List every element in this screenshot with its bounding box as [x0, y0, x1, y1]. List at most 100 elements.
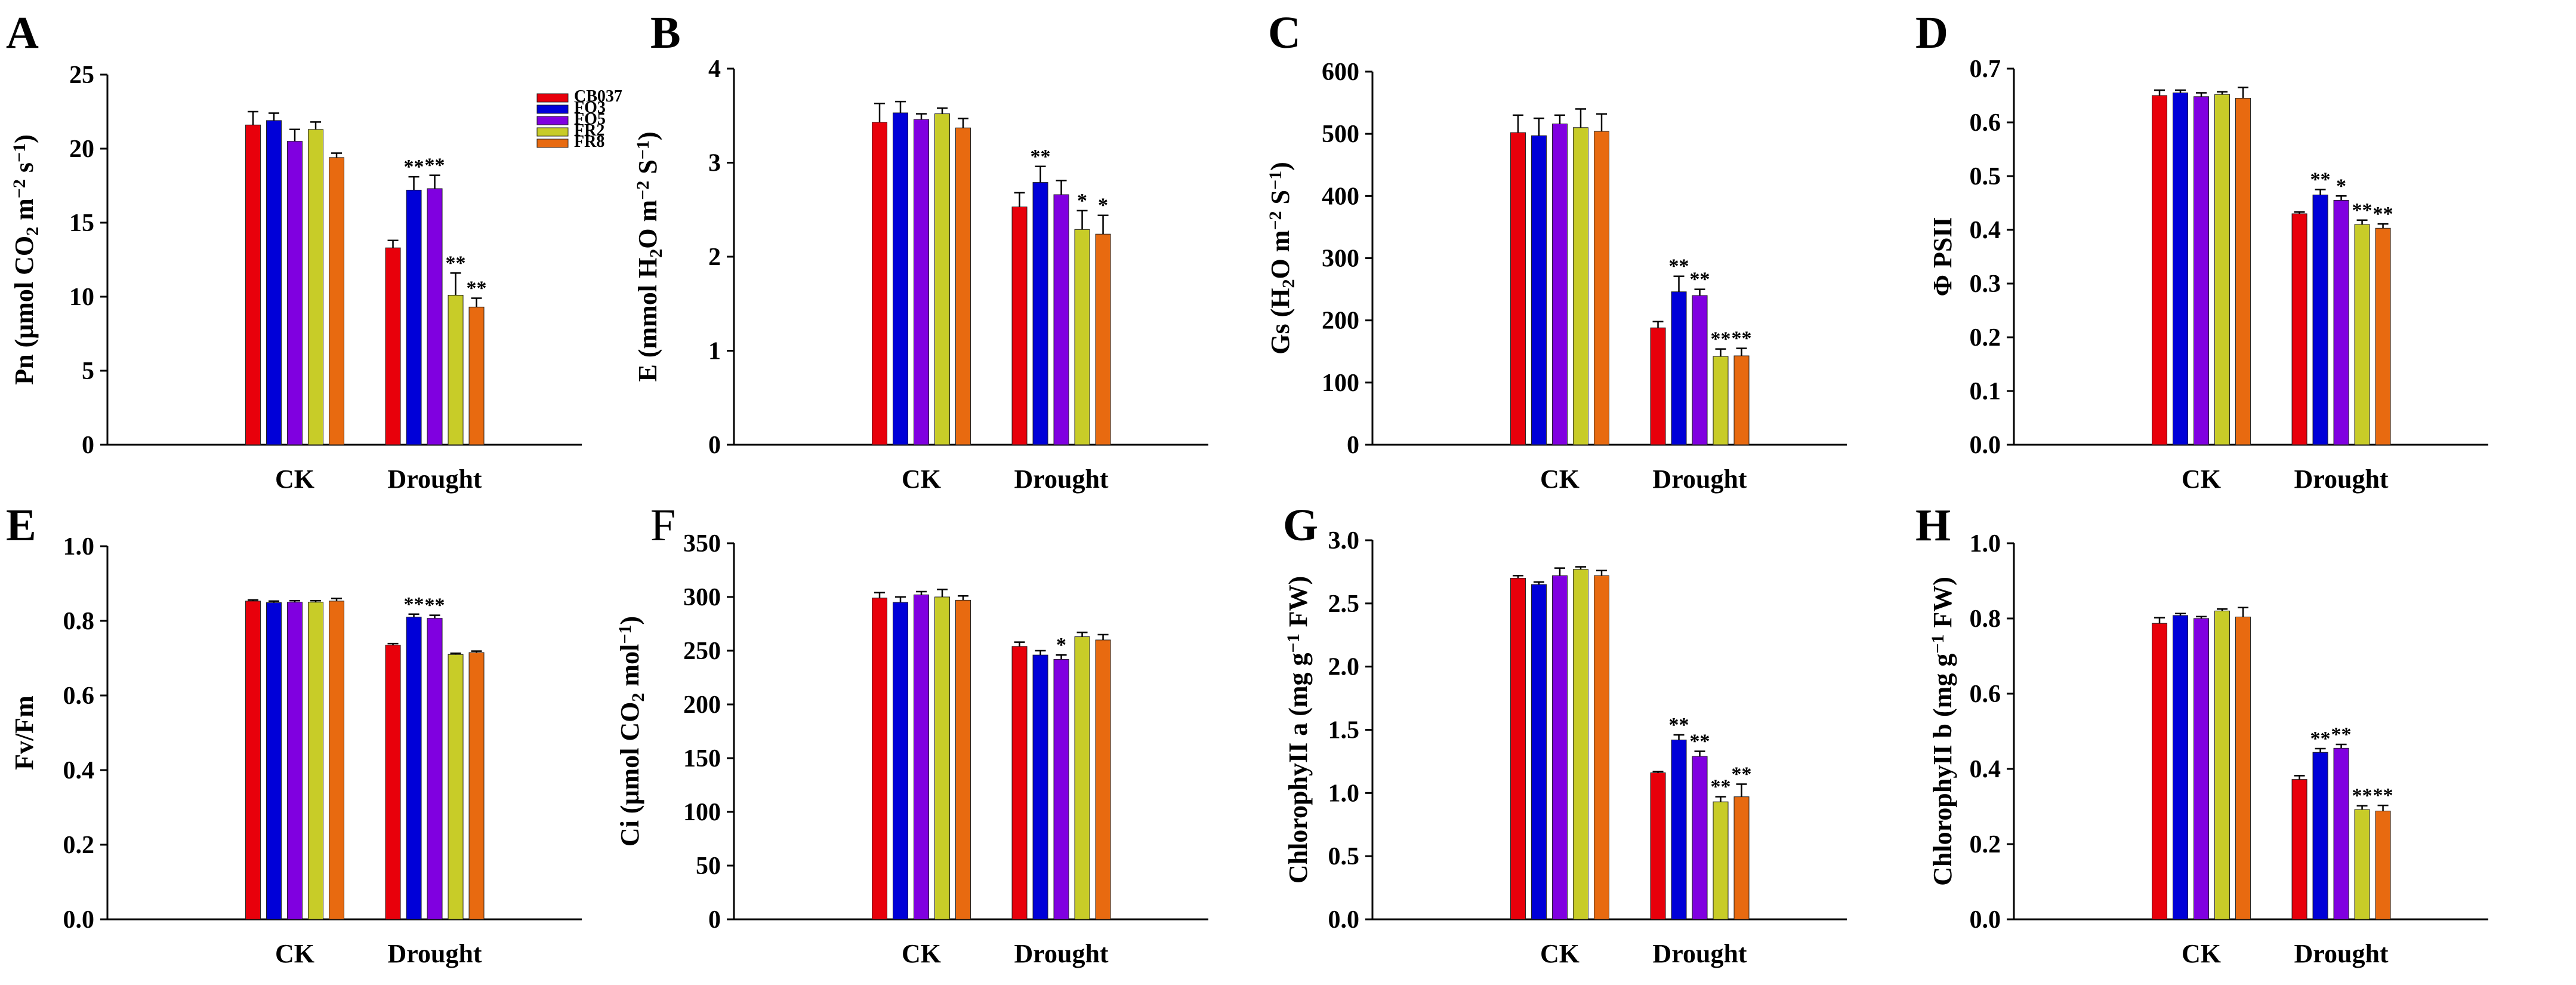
- bar-CB037: [1011, 646, 1028, 920]
- y-tick-label: 300: [1322, 245, 1359, 273]
- y-tick-label: 0.8: [1970, 605, 2001, 633]
- x-tick-label: Drought: [1652, 464, 1747, 494]
- bar-FO5: [2333, 200, 2349, 445]
- y-tick-label: 0: [708, 906, 721, 934]
- panel-letter: F: [650, 500, 675, 550]
- bar-CB037: [2291, 213, 2307, 445]
- legend-swatch-FO3: [536, 104, 569, 114]
- y-axis-label-part: Φ PSII: [1928, 217, 1957, 296]
- y-tick-label: 0.1: [1970, 378, 2001, 405]
- y-tick-label: 200: [683, 691, 721, 719]
- bar-FO5: [1552, 124, 1568, 445]
- legend-swatch-FR2: [536, 127, 569, 137]
- bar-FR8: [1733, 796, 1750, 920]
- panel-E: E 0.0 0.2 0.4 0.6 0.8 1.0 Fv/Fm CK ** ** Drought: [6, 500, 582, 968]
- y-tick-label: 0.0: [1328, 906, 1360, 934]
- y-tick-label: 25: [69, 61, 94, 89]
- bar-FO5: [2333, 747, 2349, 920]
- bar-FO3: [1671, 739, 1687, 920]
- bar-FR2: [1573, 569, 1589, 920]
- y-tick-label: 2.5: [1328, 590, 1360, 618]
- significance-label: *: [1098, 195, 1108, 217]
- panel-G: G 0.0 0.5 1.0 1.5 2.0 2.5 3.0 ChlorophyII a (mg …: [1283, 500, 1847, 968]
- y-axis-label: ChlorophyII a (mg g−1 FW): [1284, 576, 1313, 884]
- y-axis-label-part: s: [10, 162, 39, 179]
- y-tick-label: 0.7: [1970, 56, 2001, 83]
- bar-FR2: [1713, 356, 1729, 445]
- legend-swatch-FR8: [536, 138, 569, 148]
- significance-label: *: [1056, 634, 1066, 656]
- y-axis-label-part: ChlorophyII a (mg g: [1284, 652, 1313, 884]
- bar-CB037: [385, 247, 401, 445]
- bar-CB037: [1650, 327, 1666, 445]
- bar-FO5: [2194, 618, 2210, 920]
- y-tick-label: 0.0: [63, 906, 95, 934]
- bar-FR8: [1733, 355, 1750, 445]
- bar-FR8: [329, 157, 345, 445]
- bar-FO3: [406, 189, 422, 445]
- bar-FO5: [1053, 658, 1069, 920]
- bar-CB037: [2152, 95, 2168, 445]
- bar-FR8: [2375, 227, 2391, 445]
- y-tick-label: 0.4: [1970, 217, 2001, 244]
- y-tick-label: 0.6: [63, 682, 95, 710]
- significance-label: *: [1077, 190, 1087, 212]
- bar-FR8: [329, 601, 345, 920]
- bar-FO5: [287, 141, 303, 445]
- y-tick-label: 0: [1347, 432, 1359, 459]
- bar-FO5: [1692, 295, 1708, 445]
- y-tick-label: 2: [708, 244, 721, 271]
- y-axis-label-part: ChlorophyII b (mg g: [1928, 654, 1957, 886]
- bar-CB037: [2152, 623, 2168, 920]
- y-tick-label: 0.5: [1328, 843, 1360, 870]
- x-tick-label: CK: [902, 464, 941, 494]
- bar-FR8: [2235, 616, 2251, 920]
- x-tick-label: Drought: [387, 939, 482, 968]
- x-tick-label: CK: [2182, 464, 2221, 494]
- bar-FR2: [934, 113, 951, 445]
- significance-label: **: [2373, 784, 2393, 807]
- y-axis-label: Gs (H2O m−2 S−1): [1266, 162, 1299, 354]
- y-axis-label: Pn (μmol CO2 m−2 s−1): [10, 134, 43, 384]
- y-axis-label-part: −1: [10, 143, 29, 162]
- y-tick-label: 1.0: [1328, 780, 1360, 807]
- y-tick-label: 400: [1322, 183, 1359, 210]
- bar-FR2: [448, 654, 464, 920]
- y-tick-label: 0.2: [63, 832, 95, 859]
- bar-FO5: [1053, 194, 1069, 445]
- y-tick-label: 0.3: [1970, 270, 2001, 298]
- x-tick-label: Drought: [1014, 464, 1108, 494]
- y-tick-label: 0.6: [1970, 109, 2001, 137]
- bar-FO5: [427, 188, 443, 445]
- y-axis-label-part: −1: [633, 140, 653, 159]
- bar-FO3: [893, 112, 909, 445]
- significance-label: *: [2336, 175, 2346, 197]
- bar-FO5: [1692, 756, 1708, 920]
- bar-FR8: [955, 127, 971, 445]
- bar-FR2: [1074, 636, 1090, 920]
- bar-FO5: [287, 602, 303, 920]
- y-tick-label: 15: [69, 210, 94, 237]
- bar-FR8: [1594, 575, 1610, 920]
- y-axis-label-part: ): [633, 131, 662, 140]
- y-tick-label: 600: [1322, 59, 1359, 86]
- bar-CB037: [1510, 132, 1526, 445]
- bar-CB037: [245, 124, 261, 445]
- panel-letter: G: [1283, 500, 1318, 550]
- bar-FO3: [2312, 752, 2328, 920]
- legend-swatch-CB037: [536, 93, 569, 103]
- bar-FR2: [2354, 224, 2370, 445]
- y-axis-label-part: Fv/Fm: [10, 695, 39, 770]
- y-axis-label: Fv/Fm: [10, 695, 39, 770]
- bar-FR2: [2214, 94, 2231, 445]
- significance-label: **: [404, 593, 424, 615]
- y-axis-label-part: S: [1266, 190, 1295, 211]
- x-tick-label: Drought: [387, 464, 482, 494]
- y-tick-label: 4: [708, 56, 721, 83]
- significance-label: **: [2352, 199, 2373, 221]
- bar-FO5: [914, 594, 930, 920]
- y-tick-label: 0: [82, 432, 94, 459]
